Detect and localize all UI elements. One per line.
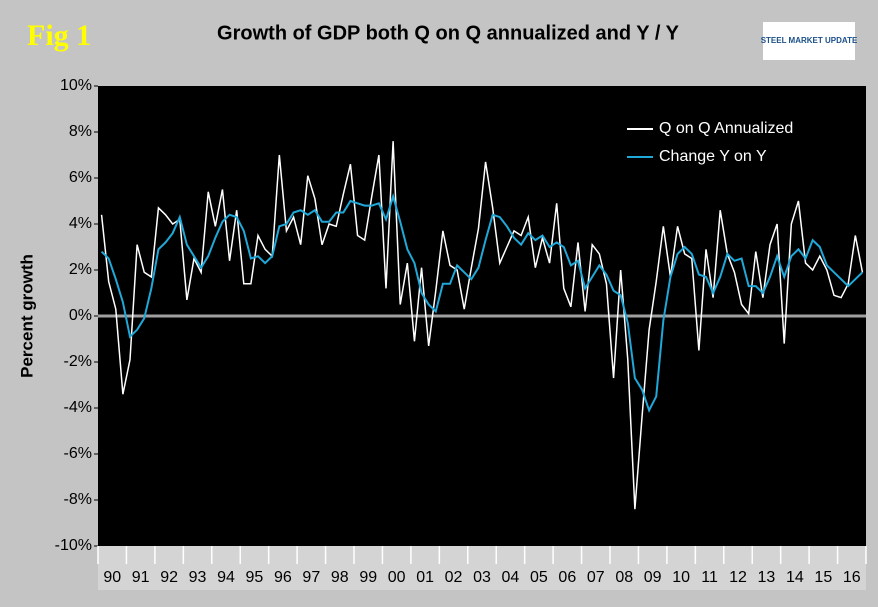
x-tick-label: 03 xyxy=(473,569,491,586)
y-tick-label: 8% xyxy=(69,123,92,140)
y-tick-label: -8% xyxy=(64,491,92,508)
x-tick-label: 06 xyxy=(558,569,576,586)
y-tick-label: -4% xyxy=(64,399,92,416)
legend-label: Q on Q Annualized xyxy=(659,120,793,137)
y-tick-label: -10% xyxy=(55,537,92,554)
x-tick-label: 07 xyxy=(587,569,605,586)
x-tick-label: 04 xyxy=(502,569,520,586)
logo: STEEL MARKET UPDATE xyxy=(761,36,858,45)
legend-label: Change Y on Y xyxy=(659,148,767,165)
x-tick-label: 11 xyxy=(701,569,718,586)
x-tick-label: 16 xyxy=(843,569,861,586)
y-tick-label: -2% xyxy=(64,353,92,370)
y-tick-label: 6% xyxy=(69,169,92,186)
legend-box xyxy=(615,112,825,172)
x-tick-label: 10 xyxy=(672,569,690,586)
y-tick-label: 2% xyxy=(69,261,92,278)
x-tick-label: 91 xyxy=(132,569,150,586)
x-tick-label: 05 xyxy=(530,569,548,586)
fig-label: Fig 1 xyxy=(27,19,91,52)
series-line xyxy=(100,192,864,413)
x-tick-label: 92 xyxy=(160,569,178,586)
x-tick-label: 15 xyxy=(814,569,832,586)
x-axis-area xyxy=(98,546,866,590)
x-tick-label: 01 xyxy=(416,569,434,586)
x-tick-label: 95 xyxy=(246,569,264,586)
y-axis-label: Percent growth xyxy=(17,254,36,378)
x-tick-label: 08 xyxy=(615,569,633,586)
y-tick-label: 4% xyxy=(69,215,92,232)
x-tick-label: 96 xyxy=(274,569,292,586)
x-tick-label: 97 xyxy=(302,569,320,586)
x-tick-label: 12 xyxy=(729,569,747,586)
logo-box xyxy=(763,22,855,60)
y-tick-label: 10% xyxy=(60,77,92,94)
x-tick-label: 93 xyxy=(189,569,207,586)
x-tick-label: 02 xyxy=(445,569,463,586)
x-tick-label: 13 xyxy=(758,569,776,586)
x-tick-label: 00 xyxy=(388,569,406,586)
x-tick-label: 99 xyxy=(359,569,377,586)
x-tick-label: 98 xyxy=(331,569,349,586)
y-tick-label: 0% xyxy=(69,307,92,324)
chart-title: Growth of GDP both Q on Q annualized and… xyxy=(217,22,680,44)
x-tick-label: 94 xyxy=(217,569,235,586)
y-tick-label: -6% xyxy=(64,445,92,462)
x-tick-label: 14 xyxy=(786,569,804,586)
series-line xyxy=(100,141,864,510)
x-tick-label: 09 xyxy=(644,569,662,586)
x-tick-label: 90 xyxy=(103,569,121,586)
